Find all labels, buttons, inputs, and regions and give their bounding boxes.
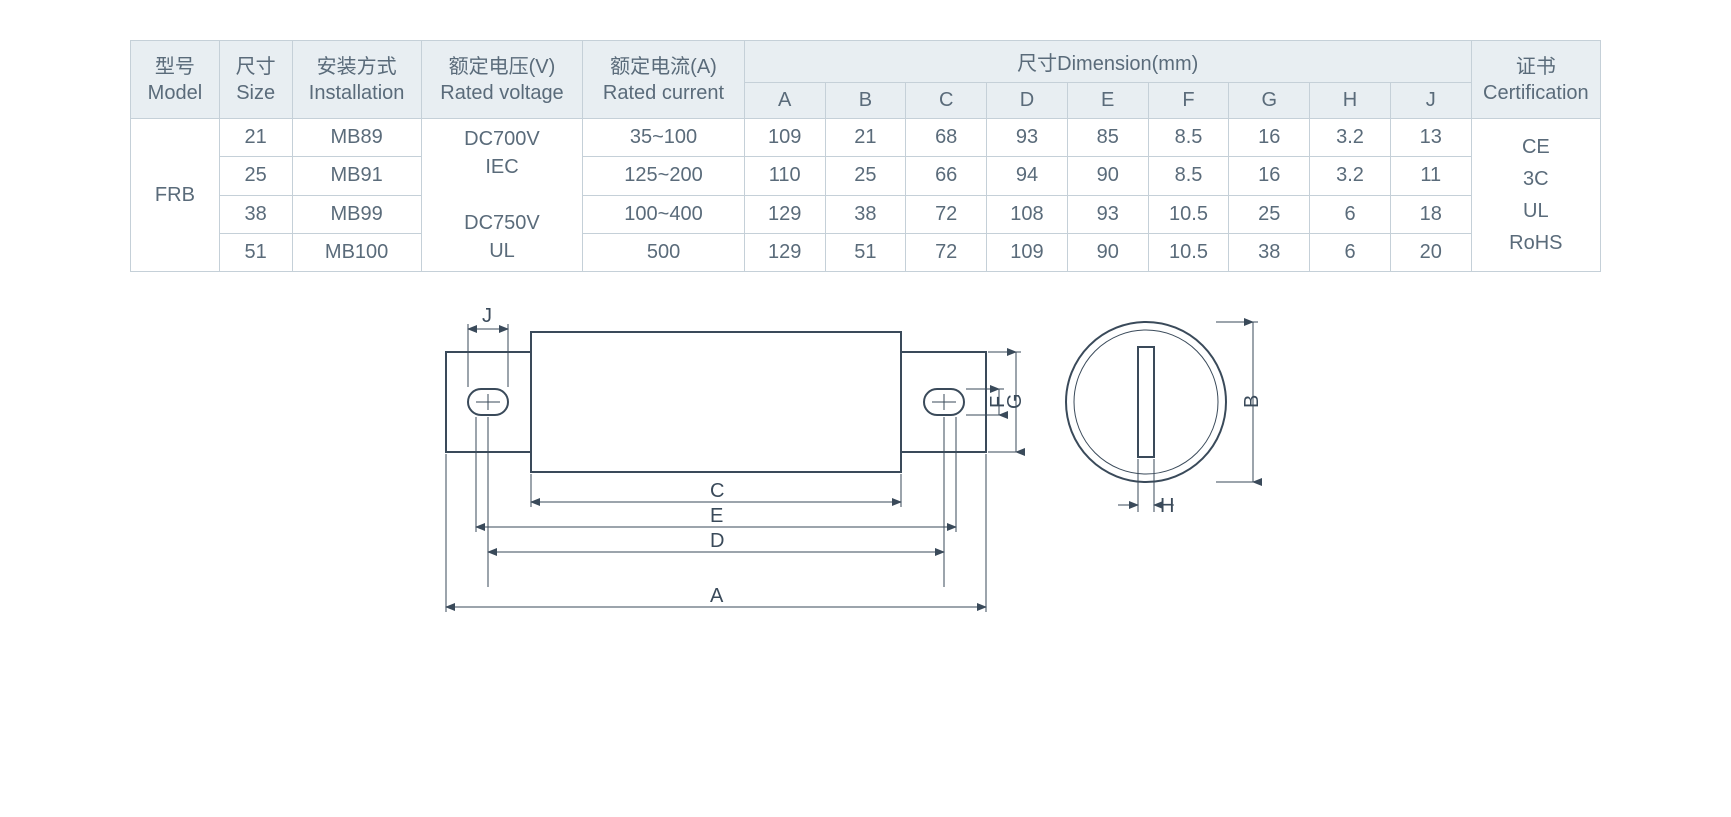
label-g: G <box>1004 393 1026 409</box>
th-dim-j: J <box>1390 83 1471 119</box>
th-dim-e: E <box>1067 83 1148 119</box>
cell-dim-c: 66 <box>906 157 987 195</box>
end-view: B H <box>1066 322 1263 517</box>
cell-dim-d: 94 <box>987 157 1068 195</box>
cell-dim-a: 129 <box>744 195 825 233</box>
cell-dim-c: 68 <box>906 119 987 157</box>
cell-dim-j: 20 <box>1390 233 1471 271</box>
cell-dim-f: 8.5 <box>1148 119 1229 157</box>
cell-dim-g: 25 <box>1229 195 1310 233</box>
label-e: E <box>710 505 723 527</box>
cell-model: FRB <box>131 119 220 272</box>
th-dim-a: A <box>744 83 825 119</box>
cell-dim-h: 6 <box>1310 233 1391 271</box>
cell-dim-b: 38 <box>825 195 906 233</box>
cell-dim-b: 21 <box>825 119 906 157</box>
cell-dim-d: 109 <box>987 233 1068 271</box>
cell-dim-b: 25 <box>825 157 906 195</box>
spec-tbody: FRB21MB89DC700VIEC DC750VUL35~1001092168… <box>131 119 1601 272</box>
label-h: H <box>1160 495 1174 517</box>
cell-size: 25 <box>219 157 292 195</box>
th-dim-d: D <box>987 83 1068 119</box>
cell-dim-g: 38 <box>1229 233 1310 271</box>
cell-dim-b: 51 <box>825 233 906 271</box>
cell-cert: CE3CULRoHS <box>1471 119 1600 272</box>
cell-install: MB100 <box>292 233 421 271</box>
cell-dim-f: 10.5 <box>1148 233 1229 271</box>
th-size: 尺寸Size <box>219 41 292 119</box>
label-b: B <box>1241 395 1263 408</box>
cell-dim-e: 93 <box>1067 195 1148 233</box>
table-row: 25MB91125~200110256694908.5163.211 <box>131 157 1601 195</box>
cell-dim-f: 10.5 <box>1148 195 1229 233</box>
th-dimension: 尺寸Dimension(mm) <box>744 41 1471 83</box>
cell-dim-a: 109 <box>744 119 825 157</box>
th-cert: 证书Certification <box>1471 41 1600 119</box>
cell-dim-h: 3.2 <box>1310 119 1391 157</box>
cell-size: 51 <box>219 233 292 271</box>
cell-current: 100~400 <box>583 195 745 233</box>
cell-dim-j: 18 <box>1390 195 1471 233</box>
cell-voltage: DC700VIEC DC750VUL <box>421 119 583 272</box>
cell-size: 21 <box>219 119 292 157</box>
label-j: J <box>482 305 492 327</box>
th-voltage: 额定电压(V)Rated voltage <box>421 41 583 119</box>
cell-dim-e: 90 <box>1067 157 1148 195</box>
cell-install: MB91 <box>292 157 421 195</box>
cell-dim-e: 90 <box>1067 233 1148 271</box>
cell-current: 500 <box>583 233 745 271</box>
cell-dim-h: 6 <box>1310 195 1391 233</box>
th-dim-h: H <box>1310 83 1391 119</box>
cell-size: 38 <box>219 195 292 233</box>
dimension-diagram: J F G C E D <box>130 302 1601 632</box>
side-view: J F G C E D <box>446 305 1026 612</box>
cell-install: MB89 <box>292 119 421 157</box>
th-dim-b: B <box>825 83 906 119</box>
table-row: 51MB10050012951721099010.538620 <box>131 233 1601 271</box>
cell-dim-e: 85 <box>1067 119 1148 157</box>
th-install: 安装方式Installation <box>292 41 421 119</box>
cell-install: MB99 <box>292 195 421 233</box>
th-current: 额定电流(A)Rated current <box>583 41 745 119</box>
cell-dim-a: 110 <box>744 157 825 195</box>
spec-table: 型号Model 尺寸Size 安装方式Installation 额定电压(V)R… <box>130 40 1601 272</box>
label-c: C <box>710 480 724 502</box>
table-row: 38MB99100~40012938721089310.525618 <box>131 195 1601 233</box>
cell-current: 35~100 <box>583 119 745 157</box>
th-model: 型号Model <box>131 41 220 119</box>
cell-dim-j: 13 <box>1390 119 1471 157</box>
cell-current: 125~200 <box>583 157 745 195</box>
cell-dim-d: 108 <box>987 195 1068 233</box>
cell-dim-d: 93 <box>987 119 1068 157</box>
cell-dim-g: 16 <box>1229 119 1310 157</box>
cell-dim-c: 72 <box>906 195 987 233</box>
label-a: A <box>710 585 724 607</box>
cell-dim-c: 72 <box>906 233 987 271</box>
th-dim-c: C <box>906 83 987 119</box>
th-dim-f: F <box>1148 83 1229 119</box>
cell-dim-a: 129 <box>744 233 825 271</box>
cell-dim-g: 16 <box>1229 157 1310 195</box>
th-dim-g: G <box>1229 83 1310 119</box>
cell-dim-h: 3.2 <box>1310 157 1391 195</box>
table-row: FRB21MB89DC700VIEC DC750VUL35~1001092168… <box>131 119 1601 157</box>
cell-dim-f: 8.5 <box>1148 157 1229 195</box>
label-d: D <box>710 530 724 552</box>
cell-dim-j: 11 <box>1390 157 1471 195</box>
